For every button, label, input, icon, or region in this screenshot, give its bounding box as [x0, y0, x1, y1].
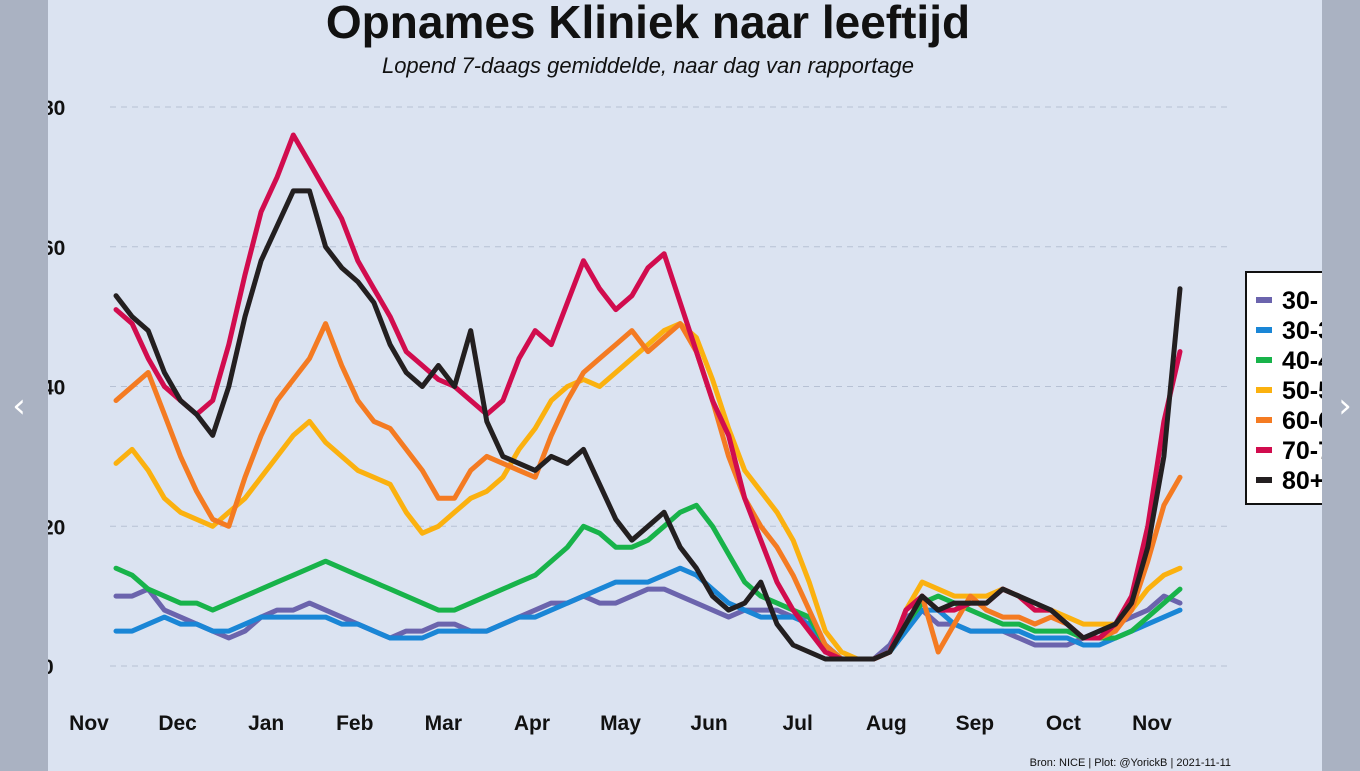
x-tick-label: Jan — [248, 712, 284, 735]
y-axis: 0 20 40 60 80 — [48, 97, 65, 679]
x-tick-label: Feb — [336, 712, 373, 735]
y-tick-label: 80 — [48, 97, 65, 120]
chart-title: Opnames Kliniek naar leeftijd — [326, 0, 970, 48]
chevron-right-icon: › — [1338, 386, 1352, 426]
legend: 30-30-3940-4950-5960-6970-7980+ — [1245, 271, 1322, 505]
x-tick-label: Mar — [425, 712, 462, 735]
y-tick-label: 20 — [48, 516, 65, 539]
x-tick-label: May — [600, 712, 641, 735]
legend-label: 40-49 — [1282, 347, 1322, 375]
chart-caption: Bron: NICE | Plot: @YorickB | 2021-11-11 — [1030, 757, 1231, 769]
legend-label: 30- — [1282, 287, 1318, 315]
legend-label: 30-39 — [1282, 317, 1322, 345]
chart-subtitle: Lopend 7-daags gemiddelde, naar dag van … — [382, 53, 914, 78]
y-tick-label: 0 — [48, 656, 54, 679]
legend-label: 50-59 — [1282, 377, 1322, 405]
x-tick-label: Dec — [158, 712, 197, 735]
x-tick-label: Jul — [782, 712, 812, 735]
chevron-left-icon: ‹ — [12, 386, 26, 426]
series-line-1 — [113, 565, 1183, 662]
x-tick-label: Nov — [1132, 712, 1172, 735]
legend-box — [1245, 271, 1322, 505]
x-tick-label: Aug — [866, 712, 907, 735]
y-tick-label: 60 — [48, 237, 65, 260]
previous-image-button[interactable]: ‹ — [4, 384, 34, 428]
series-line-4 — [113, 321, 1183, 662]
x-tick-label: Jun — [690, 712, 727, 735]
series-line-2 — [113, 502, 1183, 662]
x-axis: Nov Dec Jan Feb Mar Apr May Jun Jul Aug Sep Oct Nov — [69, 712, 1172, 735]
x-tick-label: Oct — [1046, 712, 1081, 735]
legend-label: 70-79 — [1282, 437, 1322, 465]
line-chart: Opnames Kliniek naar leeftijd Lopend 7-d… — [48, 0, 1322, 769]
x-tick-label: Sep — [956, 712, 995, 735]
x-tick-label: Nov — [69, 712, 109, 735]
y-tick-label: 40 — [48, 377, 65, 400]
legend-label: 60-69 — [1282, 407, 1322, 435]
chart-frame: Opnames Kliniek naar leeftijd Lopend 7-d… — [48, 0, 1322, 771]
series-line-6 — [113, 188, 1183, 662]
series-lines — [113, 132, 1183, 662]
legend-label: 80+ — [1282, 467, 1322, 495]
x-tick-label: Apr — [514, 712, 550, 735]
next-image-button[interactable]: › — [1330, 384, 1360, 428]
